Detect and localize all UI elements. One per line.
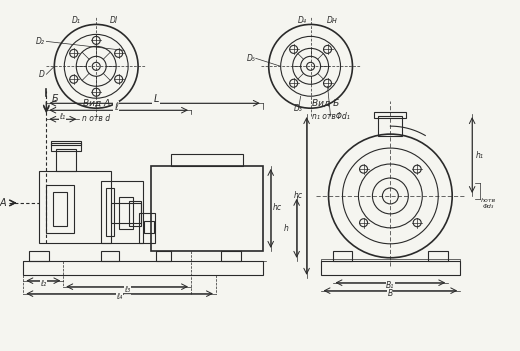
Bar [23, 261, 263, 275]
Text: А: А [0, 198, 6, 208]
Text: D₄: D₄ [298, 16, 307, 25]
Text: n отв d: n отв d [82, 114, 110, 122]
Bar [144, 221, 154, 233]
Text: Dн: Dн [327, 16, 338, 25]
Bar [54, 192, 67, 226]
Text: Dl: Dl [110, 16, 118, 25]
Bar [40, 171, 111, 243]
Text: D₂: D₂ [35, 37, 44, 46]
Bar [101, 251, 119, 261]
Bar [51, 143, 81, 151]
Text: ℓ₃: ℓ₃ [124, 285, 130, 294]
Bar [46, 185, 74, 233]
Bar [374, 112, 406, 118]
Bar [106, 188, 114, 236]
Text: ℓ₁: ℓ₁ [59, 112, 66, 121]
Bar [139, 213, 155, 243]
Bar [221, 251, 241, 261]
Bar [156, 251, 171, 261]
Bar [151, 166, 263, 251]
Text: B₁: B₁ [386, 281, 395, 290]
Text: Вид А: Вид А [83, 99, 110, 108]
Text: h: h [284, 224, 289, 233]
Text: D₅: D₅ [247, 54, 256, 63]
Bar [320, 261, 460, 275]
Text: D₁: D₁ [72, 16, 81, 25]
Bar [332, 251, 353, 261]
Text: Φd₃: Φd₃ [483, 204, 494, 210]
Bar [56, 149, 76, 171]
Bar [30, 251, 49, 261]
Text: Вид Б: Вид Б [312, 99, 339, 108]
Text: Б: Б [51, 94, 58, 104]
Text: hc: hc [294, 191, 303, 200]
Text: ℓ: ℓ [114, 102, 118, 112]
Bar [111, 203, 141, 223]
Text: hотв: hотв [480, 198, 496, 204]
Text: h₁: h₁ [476, 151, 484, 160]
Text: ℓ₄: ℓ₄ [116, 292, 122, 301]
Bar [320, 259, 460, 261]
Text: D₃: D₃ [294, 104, 303, 113]
Bar [379, 116, 402, 136]
Bar [171, 154, 243, 166]
Text: hc: hc [273, 204, 282, 212]
Bar [119, 197, 133, 229]
Text: L: L [153, 94, 159, 104]
Bar [101, 181, 143, 243]
Bar [51, 141, 81, 145]
Text: n₁ отвΦd₁: n₁ отвΦd₁ [311, 112, 349, 121]
Text: ℓ₂: ℓ₂ [40, 279, 46, 288]
Bar [428, 251, 448, 261]
Text: B: B [388, 289, 393, 298]
Bar [129, 201, 141, 226]
Text: D: D [38, 70, 44, 79]
